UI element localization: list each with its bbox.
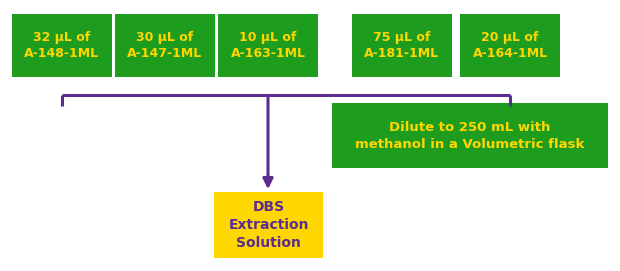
FancyBboxPatch shape: [218, 14, 318, 77]
Text: 30 μL of
A-147-1ML: 30 μL of A-147-1ML: [127, 31, 203, 60]
Text: 10 μL of
A-163-1ML: 10 μL of A-163-1ML: [231, 31, 306, 60]
Text: Dilute to 250 mL with
methanol in a Volumetric flask: Dilute to 250 mL with methanol in a Volu…: [355, 121, 585, 150]
FancyBboxPatch shape: [115, 14, 215, 77]
FancyBboxPatch shape: [332, 103, 608, 168]
Text: 20 μL of
A-164-1ML: 20 μL of A-164-1ML: [472, 31, 547, 60]
Text: DBS
Extraction
Solution: DBS Extraction Solution: [228, 200, 309, 250]
FancyBboxPatch shape: [460, 14, 560, 77]
FancyBboxPatch shape: [12, 14, 112, 77]
FancyBboxPatch shape: [214, 192, 323, 258]
Text: 32 μL of
A-148-1ML: 32 μL of A-148-1ML: [24, 31, 100, 60]
Text: 75 μL of
A-181-1ML: 75 μL of A-181-1ML: [365, 31, 440, 60]
FancyBboxPatch shape: [352, 14, 452, 77]
